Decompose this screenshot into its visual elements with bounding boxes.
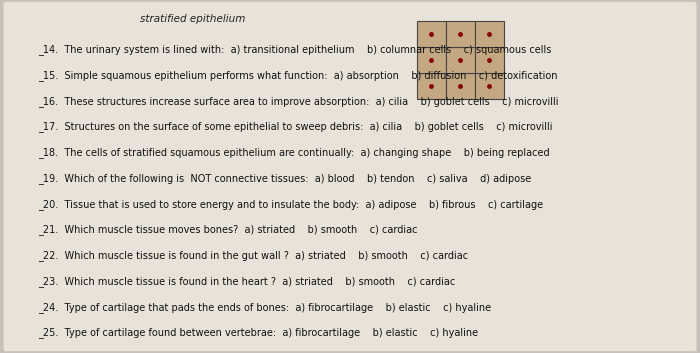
Text: _22.  Which muscle tissue is found in the gut wall ?  a) striated    b) smooth  : _22. Which muscle tissue is found in the… (38, 250, 468, 261)
Bar (416, 21, 446, 47)
Bar (446, 21, 475, 47)
Text: _14.  The urinary system is lined with:  a) transitional epithelium    b) column: _14. The urinary system is lined with: a… (38, 44, 552, 55)
Bar (475, 73, 504, 99)
Bar (475, 21, 504, 47)
Text: _25.  Type of cartilage found between vertebrae:  a) fibrocartilage    b) elasti: _25. Type of cartilage found between ver… (38, 328, 479, 339)
Text: _20.  Tissue that is used to store energy and to insulate the body:  a) adipose : _20. Tissue that is used to store energy… (38, 199, 544, 210)
Text: _18.  The cells of stratified squamous epithelium are continually:  a) changing : _18. The cells of stratified squamous ep… (38, 147, 550, 158)
Text: _15.  Simple squamous epithelium performs what function:  a) absorption    b) di: _15. Simple squamous epithelium performs… (38, 70, 558, 81)
Text: _24.  Type of cartilage that pads the ends of bones:  a) fibrocartilage    b) el: _24. Type of cartilage that pads the end… (38, 302, 491, 313)
FancyBboxPatch shape (4, 2, 696, 351)
Text: _17.  Structures on the surface of some epithelial to sweep debris:  a) cilia   : _17. Structures on the surface of some e… (38, 121, 553, 132)
Text: _19.  Which of the following is  NOT connective tissues:  a) blood    b) tendon : _19. Which of the following is NOT conne… (38, 173, 532, 184)
Bar (416, 47, 446, 73)
Text: _21.  Which muscle tissue moves bones?  a) striated    b) smooth    c) cardiac: _21. Which muscle tissue moves bones? a)… (38, 225, 418, 235)
Bar (416, 73, 446, 99)
Bar (446, 73, 475, 99)
Text: _23.  Which muscle tissue is found in the heart ?  a) striated    b) smooth    c: _23. Which muscle tissue is found in the… (38, 276, 456, 287)
Text: _16.  These structures increase surface area to improve absorption:  a) cilia   : _16. These structures increase surface a… (38, 96, 559, 107)
Bar (446, 47, 475, 73)
Text: stratified epithelium: stratified epithelium (140, 14, 246, 24)
Bar (475, 47, 504, 73)
